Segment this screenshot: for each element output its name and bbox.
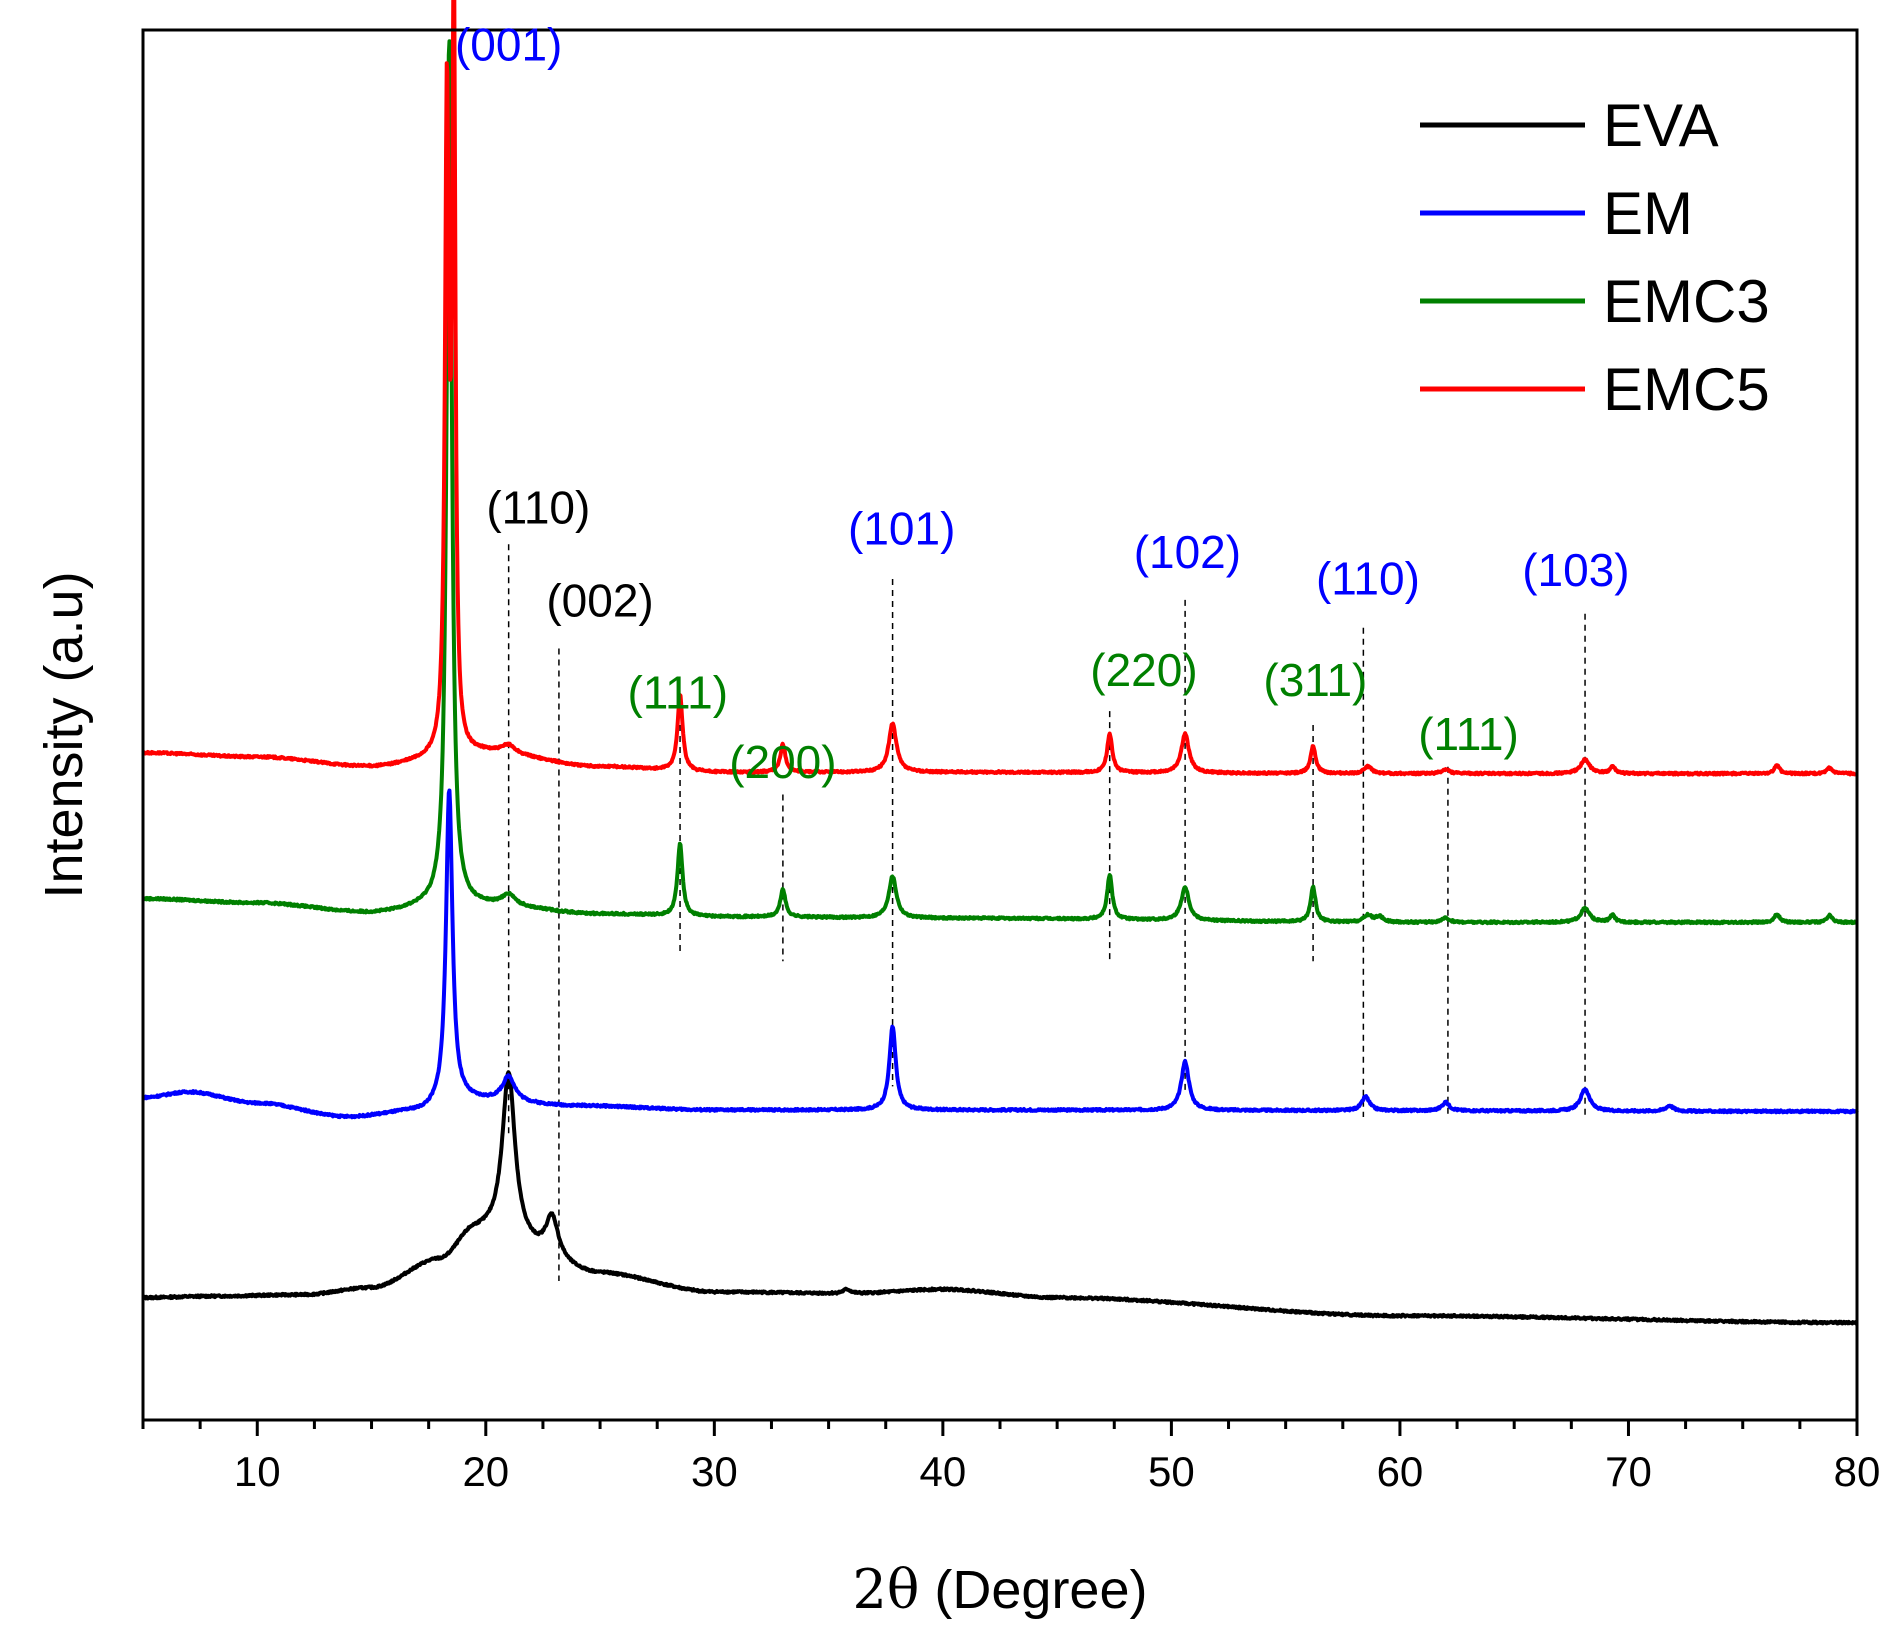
peak-label-mg-110: (110) (1316, 552, 1420, 604)
legend: EVA EM EMC3 EMC5 (1420, 92, 1770, 423)
x-tick-label: 40 (920, 1448, 967, 1495)
peak-label-mg-102: (102) (1134, 526, 1241, 578)
x-tick-label: 60 (1377, 1448, 1424, 1495)
peak-label-mg-103: (103) (1522, 544, 1629, 596)
peak-label-cu2-111: (111) (1418, 708, 1519, 760)
x-axis-title-text: (Degree) (919, 1560, 1147, 1620)
x-tick-label: 20 (462, 1448, 509, 1495)
x-tick-label: 50 (1148, 1448, 1195, 1495)
legend-label-emc3: EMC3 (1603, 268, 1770, 335)
x-tick-label: 30 (691, 1448, 738, 1495)
peak-label-cu-200: (200) (729, 736, 836, 788)
peak-label-cu-111: (111) (627, 666, 728, 718)
peak-label-eva-002: (002) (546, 575, 653, 627)
peak-label-cu-220: (220) (1090, 644, 1197, 696)
plot-frame (141, 28, 1859, 1422)
series-line-eva (141, 1070, 1859, 1326)
peak-label-cu-311: (311) (1263, 654, 1367, 706)
peak-guide-lines (507, 544, 1586, 1281)
x-tick-label: 10 (234, 1448, 281, 1495)
y-axis-title: Intensity (a.u) (34, 571, 94, 898)
peak-label-mg-101: (101) (848, 502, 955, 554)
series-line-em (141, 788, 1859, 1120)
series-line-emc5 (141, 0, 1859, 777)
x-tick-label: 80 (1834, 1448, 1881, 1495)
x-axis-title-symbol: 2θ (853, 1558, 920, 1621)
x-tick-label: 70 (1605, 1448, 1652, 1495)
legend-label-em: EM (1603, 180, 1693, 247)
peak-label-eva-110: (110) (486, 481, 590, 533)
legend-label-emc5: EMC5 (1603, 356, 1770, 423)
peak-label-eva-001: (001) (455, 19, 562, 71)
x-axis-ticks: 10 20 30 40 50 60 70 80 (141, 1420, 1881, 1495)
x-axis-title: 2θ (Degree) (853, 1558, 1148, 1621)
peak-annotations: (001)(110)(002)(111)(200)(101)(220)(102)… (455, 19, 1630, 788)
series-line-emc3 (141, 39, 1859, 926)
legend-label-eva: EVA (1603, 92, 1719, 159)
series-lines (141, 0, 1859, 1326)
